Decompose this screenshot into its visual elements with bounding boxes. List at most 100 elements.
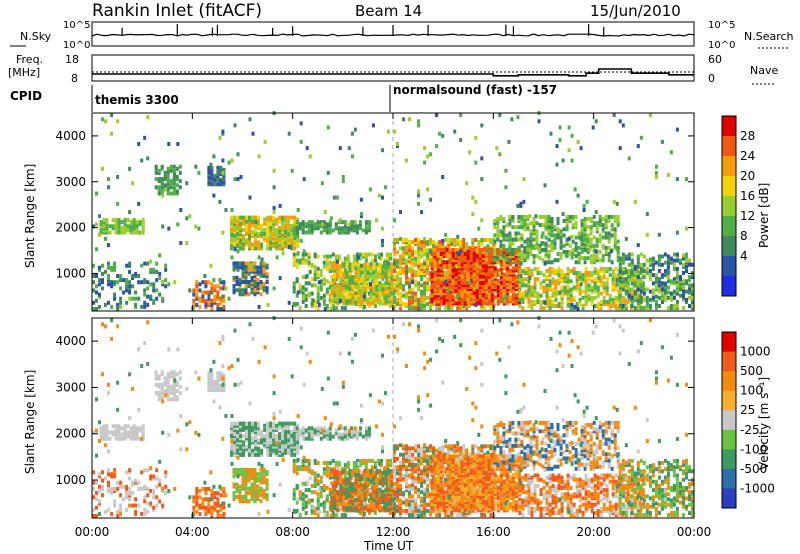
heatmap-cell	[576, 251, 580, 256]
heatmap-cell	[609, 300, 613, 305]
heatmap-cell	[478, 252, 482, 256]
heatmap-cell	[239, 246, 242, 251]
heatmap-cell	[463, 264, 467, 269]
heatmap-cell	[442, 276, 446, 281]
heatmap-cell	[559, 241, 563, 246]
heatmap-cell	[328, 254, 332, 259]
heatmap-cell	[164, 474, 168, 479]
heatmap-cell	[241, 261, 245, 266]
heatmap-cell	[178, 170, 182, 175]
heatmap-cell	[648, 113, 652, 118]
heatmap-cell	[374, 218, 378, 223]
heatmap-cell	[535, 241, 539, 246]
heatmap-cell	[645, 266, 649, 271]
heatmap-cell	[423, 299, 427, 304]
heatmap-cell	[604, 235, 608, 240]
heatmap-cell	[262, 273, 266, 278]
heatmap-cell	[447, 288, 451, 293]
heatmap-cell	[339, 264, 343, 269]
heatmap-cell	[248, 221, 251, 226]
heatmap-cell	[457, 301, 461, 306]
heatmap-cell	[566, 279, 570, 284]
heatmap-cell	[459, 244, 463, 249]
heatmap-cell	[682, 253, 685, 258]
heatmap-cell	[445, 274, 449, 279]
heatmap-cell	[544, 225, 548, 230]
heatmap-cell	[594, 249, 598, 254]
heatmap-cell	[518, 277, 522, 282]
heatmap-cell	[633, 289, 637, 294]
heatmap-cell	[328, 220, 332, 225]
heatmap-cell	[539, 293, 543, 298]
heatmap-cell	[663, 260, 667, 265]
heatmap-cell	[544, 254, 548, 259]
heatmap-cell	[222, 486, 226, 491]
heatmap-cell	[518, 295, 522, 300]
heatmap-cell	[604, 252, 608, 256]
heatmap-cell	[547, 219, 551, 223]
heatmap-cell	[669, 279, 673, 284]
heatmap-cell	[423, 146, 427, 151]
heatmap-cell	[429, 304, 433, 309]
heatmap-cell	[519, 203, 523, 208]
heatmap-cell	[448, 293, 452, 298]
heatmap-cell	[216, 296, 220, 301]
heatmap-cell	[107, 274, 110, 278]
heatmap-cell	[269, 432, 273, 437]
heatmap-cell	[524, 283, 528, 288]
heatmap-cell	[213, 501, 217, 506]
heatmap-cell	[438, 131, 442, 136]
heatmap-cell	[178, 384, 182, 389]
heatmap-cell	[213, 491, 217, 496]
heatmap-cell	[213, 507, 217, 512]
heatmap-cell	[346, 254, 350, 259]
heatmap-cell	[210, 167, 214, 172]
heatmap-cell	[354, 276, 358, 281]
heatmap-cell	[451, 285, 455, 289]
heatmap-cell	[254, 448, 257, 453]
heatmap-cell	[244, 467, 248, 472]
heatmap-cell	[245, 436, 248, 441]
heatmap-cell	[660, 299, 664, 304]
heatmap-cell	[301, 285, 305, 290]
heatmap-cell	[295, 264, 299, 269]
heatmap-cell	[207, 167, 211, 172]
heatmap-cell	[514, 293, 518, 298]
heatmap-cell	[648, 274, 652, 278]
heatmap-cell	[230, 225, 233, 230]
heatmap-cell	[471, 238, 475, 242]
nsky-tick-bottom: 10^0	[63, 40, 90, 51]
heatmap-cell	[296, 444, 300, 449]
heatmap-cell	[99, 224, 103, 229]
heatmap-cell	[420, 240, 424, 245]
heatmap-cell	[430, 252, 434, 256]
heatmap-cell	[348, 274, 352, 279]
heatmap-cell	[244, 263, 248, 268]
heatmap-cell	[110, 511, 114, 516]
heatmap-cell	[584, 302, 588, 306]
heatmap-cell	[178, 376, 182, 381]
heatmap-cell	[178, 179, 182, 184]
heatmap-cell	[514, 252, 518, 256]
heatmap-cell	[657, 287, 661, 292]
heatmap-cell	[582, 203, 586, 208]
heatmap-cell	[250, 476, 254, 481]
heatmap-cell	[487, 285, 491, 289]
heatmap-cell	[636, 254, 640, 259]
heatmap-cell	[253, 490, 257, 495]
heatmap-cell	[257, 446, 260, 451]
heatmap-cell	[219, 486, 223, 491]
heatmap-cell	[284, 223, 288, 228]
heatmap-cell	[460, 280, 464, 285]
heatmap-cell	[411, 260, 415, 265]
heatmap-cell	[575, 271, 579, 275]
heatmap-cell	[457, 258, 461, 263]
heatmap-cell	[613, 219, 617, 223]
heatmap-cell	[357, 262, 361, 267]
heatmap-cell	[469, 270, 473, 275]
heatmap-cell	[342, 291, 346, 296]
heatmap-cell	[367, 304, 371, 308]
heatmap-cell	[691, 293, 694, 298]
heatmap-cell	[657, 283, 661, 288]
heatmap-cell	[490, 264, 494, 269]
